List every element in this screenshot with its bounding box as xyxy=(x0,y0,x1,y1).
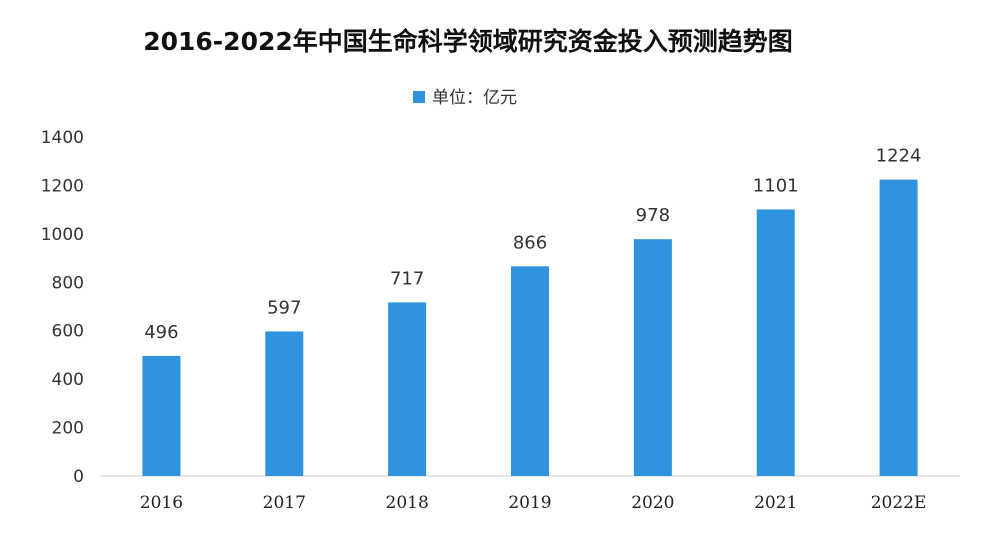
y-tick-label: 1200 xyxy=(41,176,84,196)
x-tick-label-2021: 2021 xyxy=(754,493,797,513)
x-axis: 2016 2017 2018 2019 2020 2021 2022E xyxy=(100,475,960,513)
bar-2022E xyxy=(879,179,918,477)
y-tick-label: 1400 xyxy=(41,128,84,148)
bar-2021 xyxy=(756,209,795,477)
legend-swatch xyxy=(413,91,425,103)
bars xyxy=(142,179,918,477)
data-label-2018: 717 xyxy=(390,268,424,289)
x-tick-label-2019: 2019 xyxy=(508,493,551,513)
x-tick-label-2022E: 2022E xyxy=(871,493,927,513)
data-label-2022E: 1224 xyxy=(876,146,922,167)
y-tick-label: 400 xyxy=(52,370,84,390)
chart-title: 2016-2022年中国生命科学领域研究资金投入预测趋势图 xyxy=(143,27,793,56)
y-axis: 0 200 400 600 800 1000 1200 1400 xyxy=(41,128,84,487)
y-tick-label: 1000 xyxy=(41,225,84,245)
y-tick-label: 800 xyxy=(52,273,84,293)
x-tick-label-2020: 2020 xyxy=(631,493,674,513)
data-labels: 496 597 717 866 978 1101 1224 xyxy=(144,146,921,343)
bar-2019 xyxy=(511,266,549,476)
bar-2018 xyxy=(388,302,427,476)
y-tick-label: 200 xyxy=(52,419,84,439)
y-tick-label: 0 xyxy=(73,467,84,487)
y-tick-label: 600 xyxy=(52,322,84,342)
legend: 单位：亿元 xyxy=(413,88,517,108)
bar-2020 xyxy=(633,239,672,476)
data-label-2020: 978 xyxy=(636,205,670,226)
data-label-2019: 866 xyxy=(513,232,547,253)
bar-2016 xyxy=(142,355,181,476)
legend-label: 单位：亿元 xyxy=(432,88,517,108)
x-tick-label-2016: 2016 xyxy=(140,493,183,513)
data-label-2021: 1101 xyxy=(753,175,799,196)
data-label-2017: 597 xyxy=(267,297,301,318)
bar-2017 xyxy=(265,331,304,476)
data-label-2016: 496 xyxy=(144,322,178,343)
x-tick-label-2017: 2017 xyxy=(263,493,306,513)
x-tick-label-2018: 2018 xyxy=(386,493,429,513)
